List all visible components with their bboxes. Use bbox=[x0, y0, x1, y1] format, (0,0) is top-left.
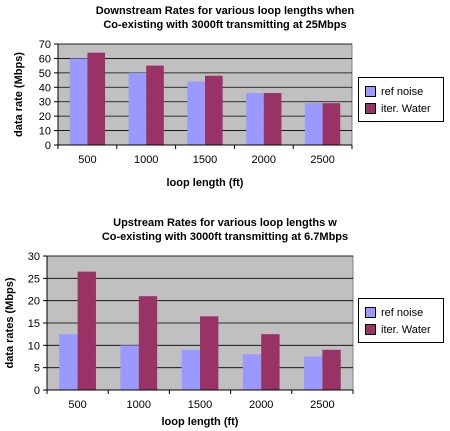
legend-label-iter-water: iter. Water bbox=[381, 323, 431, 336]
x-axis-label: loop length (ft) bbox=[167, 177, 244, 189]
bar-iter-water-1000 bbox=[146, 65, 164, 145]
bar-ref-noise-2500 bbox=[304, 356, 323, 390]
y-tick-label: 70 bbox=[39, 39, 51, 51]
y-tick-label: 20 bbox=[39, 111, 51, 123]
bar-ref-noise-1000 bbox=[120, 345, 139, 390]
bar-ref-noise-1500 bbox=[187, 81, 205, 145]
legend-item-iter-water: iter. Water bbox=[365, 100, 439, 117]
bar-ref-noise-500 bbox=[59, 334, 78, 390]
legend-item-iter-water: iter. Water bbox=[365, 321, 439, 338]
y-tick-label: 10 bbox=[28, 340, 40, 352]
bar-iter-water-1500 bbox=[205, 75, 223, 145]
legend-label-ref-noise: ref noise bbox=[381, 306, 424, 319]
x-tick-label: 2000 bbox=[249, 399, 273, 411]
x-tick-label: 1500 bbox=[188, 399, 212, 411]
y-tick-label: 60 bbox=[39, 53, 51, 65]
bar-iter-water-2500 bbox=[322, 349, 341, 390]
y-tick-label: 5 bbox=[34, 363, 40, 375]
y-tick-label: 20 bbox=[28, 296, 40, 308]
y-tick-label: 30 bbox=[28, 251, 40, 263]
y-tick-label: 0 bbox=[34, 385, 40, 397]
x-tick-label: 2500 bbox=[310, 399, 334, 411]
bar-iter-water-1000 bbox=[138, 296, 158, 390]
x-tick-label: 1000 bbox=[134, 154, 158, 166]
legend: ref noise iter. Water bbox=[358, 77, 444, 122]
chart-title-line2: Co-existing with 3000ft transmitting at … bbox=[101, 231, 349, 243]
bar-ref-noise-500 bbox=[69, 58, 88, 145]
bar-ref-noise-1000 bbox=[128, 72, 147, 145]
legend-label-ref-noise: ref noise bbox=[381, 85, 424, 98]
chart-title: Downstream Rates for various loop length… bbox=[0, 4, 450, 32]
y-tick-label: 40 bbox=[39, 82, 51, 94]
y-axis-label: data rate (Mbps) bbox=[13, 52, 25, 137]
x-tick-label: 2000 bbox=[252, 154, 276, 166]
y-tick-label: 0 bbox=[45, 140, 51, 152]
upstream-plot: 0 5 10 15 20 25 30 500 1000 1500 2000 2500 loop leng… bbox=[4, 251, 354, 428]
bar-ref-noise-2000 bbox=[242, 354, 262, 390]
bar-iter-water-2500 bbox=[322, 103, 341, 145]
bar-iter-water-500 bbox=[77, 271, 96, 390]
x-tick-label: 1500 bbox=[193, 154, 217, 166]
x-tick-label: 1000 bbox=[127, 399, 151, 411]
bar-iter-water-2000 bbox=[263, 93, 282, 145]
legend-swatch-iter-water bbox=[365, 324, 376, 335]
y-tick-label: 10 bbox=[39, 126, 51, 138]
chart-title-line2: Co-existing with 3000ft transmitting at … bbox=[103, 19, 347, 31]
bar-iter-water-500 bbox=[87, 52, 106, 145]
bar-ref-noise-2000 bbox=[246, 93, 264, 145]
x-axis-label: loop length (ft) bbox=[162, 416, 239, 428]
legend-swatch-iter-water bbox=[365, 103, 376, 114]
bar-iter-water-1500 bbox=[200, 316, 219, 390]
legend-item-ref-noise: ref noise bbox=[365, 83, 439, 100]
bar-iter-water-2000 bbox=[261, 334, 280, 390]
y-tick-label: 15 bbox=[28, 318, 40, 330]
chart-title-line1: Downstream Rates for various loop length… bbox=[95, 5, 355, 17]
y-tick-label: 25 bbox=[28, 273, 40, 285]
x-tick-label: 2500 bbox=[310, 154, 334, 166]
y-tick-label: 30 bbox=[39, 97, 51, 109]
y-tick-label: 50 bbox=[39, 68, 51, 80]
chart-title-line1: Upstream Rates for various loop lengths … bbox=[113, 217, 337, 229]
downstream-chart: Downstream Rates for various loop length… bbox=[0, 0, 450, 210]
legend-swatch-ref-noise bbox=[365, 307, 376, 318]
x-tick-label: 500 bbox=[78, 154, 96, 166]
x-tick-label: 500 bbox=[68, 399, 86, 411]
legend-item-ref-noise: ref noise bbox=[365, 304, 439, 321]
legend-swatch-ref-noise bbox=[365, 86, 376, 97]
y-axis-label: data rates (Mbps) bbox=[4, 277, 16, 368]
bar-ref-noise-1500 bbox=[181, 349, 200, 390]
legend-label-iter-water: iter. Water bbox=[381, 102, 431, 115]
bar-ref-noise-2500 bbox=[304, 103, 323, 145]
chart-title: Upstream Rates for various loop lengths … bbox=[0, 216, 450, 244]
legend: ref noise iter. Water bbox=[358, 298, 444, 343]
downstream-plot: 0 10 20 30 40 50 60 70 500 1000 1500 2000 2500 loop l… bbox=[13, 39, 353, 189]
upstream-chart: Upstream Rates for various loop lengths … bbox=[0, 210, 450, 431]
